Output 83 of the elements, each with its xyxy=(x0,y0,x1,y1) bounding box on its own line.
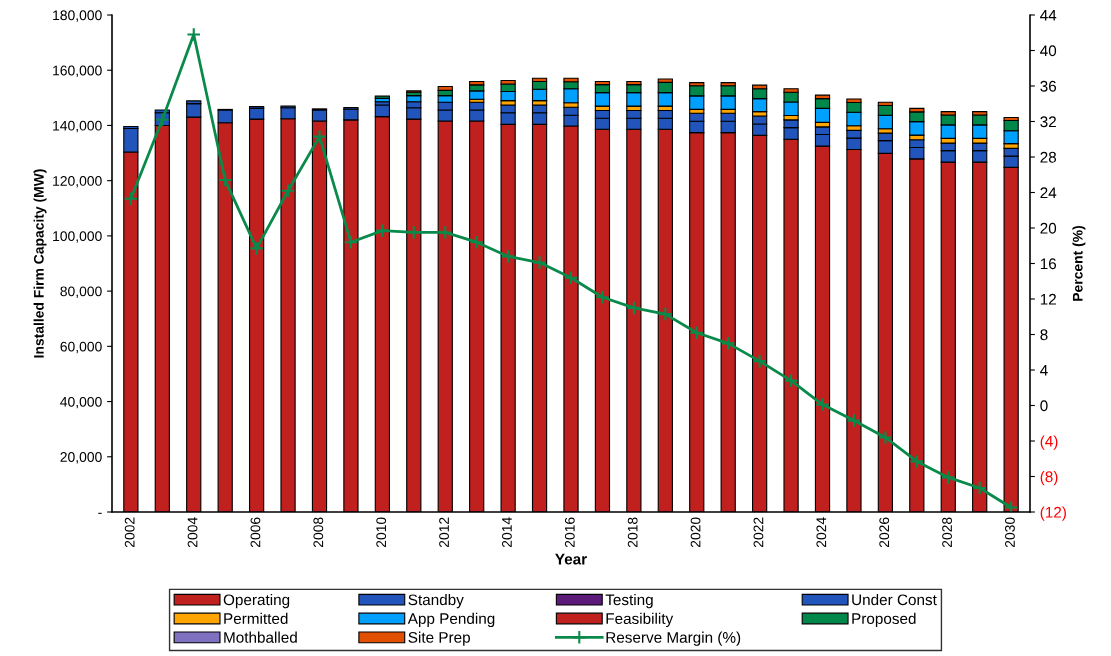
x-tick-label: 2008 xyxy=(313,517,324,548)
x-tick-label: 2024 xyxy=(816,517,827,548)
y2-tick-label: 40 xyxy=(1040,45,1057,57)
y-tick-label: 20,000 xyxy=(60,452,102,464)
y-tick-label: - xyxy=(98,512,102,514)
point xyxy=(563,270,579,285)
y2-tick-label: (4) xyxy=(1040,435,1058,450)
legend-label: Permitted xyxy=(224,612,288,625)
point xyxy=(217,172,233,188)
legend-label: Reserve Margin (%) xyxy=(606,631,741,646)
point xyxy=(312,129,327,144)
point xyxy=(846,413,862,428)
point xyxy=(658,306,673,322)
point xyxy=(469,234,484,250)
legend-label: Proposed xyxy=(852,612,916,628)
x-tick-label: 2028 xyxy=(942,517,952,548)
point xyxy=(186,27,202,42)
x-tick-label: 2002 xyxy=(124,517,135,548)
point xyxy=(909,454,925,469)
x-tick-label: 2030 xyxy=(1005,517,1015,548)
point xyxy=(783,373,799,388)
point xyxy=(1003,500,1019,512)
x-tick-label: 2018 xyxy=(627,517,638,548)
y-tick-label: 60,000 xyxy=(60,341,102,354)
y-tick-label: 140,000 xyxy=(53,120,102,133)
point xyxy=(689,325,705,341)
x-tick-label: 2010 xyxy=(376,517,387,548)
point xyxy=(720,336,736,351)
point xyxy=(437,225,453,240)
point xyxy=(815,397,830,412)
y2-tick-label: 12 xyxy=(1040,293,1056,305)
point xyxy=(406,225,422,240)
y-tick-label: 40,000 xyxy=(60,396,102,409)
legend-label: Mothballed xyxy=(224,631,297,643)
y2-tick-label: 8 xyxy=(1040,329,1048,341)
legend-label: Site Prep xyxy=(408,631,470,646)
y2-tick-label: (8) xyxy=(1040,470,1058,486)
y2-tick-label: 0 xyxy=(1040,400,1048,412)
point xyxy=(940,470,956,485)
point xyxy=(280,183,296,199)
x-tick-label: 2004 xyxy=(187,517,198,548)
y2-tick-label: 24 xyxy=(1040,187,1057,199)
point xyxy=(249,241,264,256)
y-tick-label: 100,000 xyxy=(53,231,102,243)
point xyxy=(123,191,139,206)
bar xyxy=(374,95,390,99)
x-tick-label: 2026 xyxy=(879,517,890,548)
x-tick-label: 2014 xyxy=(502,517,512,548)
y2-axis-title: Percent (%) xyxy=(1072,225,1086,301)
legend-label: Standby xyxy=(408,593,464,609)
point xyxy=(878,430,893,445)
y2-tick-label: 20 xyxy=(1040,222,1057,234)
x-tick-label: 2022 xyxy=(753,517,764,548)
y-tick-label: 120,000 xyxy=(53,176,102,188)
x-tick-label: 2012 xyxy=(439,517,449,548)
legend-label: Operating xyxy=(223,593,290,609)
point xyxy=(500,249,516,264)
x-tick-label: 2016 xyxy=(564,517,575,548)
y2-tick-label: 36 xyxy=(1040,80,1057,92)
y2-tick-label: 28 xyxy=(1040,151,1057,163)
x-tick-label: 2006 xyxy=(250,517,261,548)
y-tick-label: 160,000 xyxy=(53,65,102,78)
y2-tick-label: 44 xyxy=(1040,10,1057,21)
legend-label: Feasibility xyxy=(606,612,674,628)
point xyxy=(343,234,359,250)
legend-label: Under Const xyxy=(852,593,937,606)
legend-label: App Pending xyxy=(407,612,495,628)
point xyxy=(532,255,547,270)
point xyxy=(595,289,610,305)
y-axis-title: Installed Firm Capacity (MW) xyxy=(33,169,47,358)
y2-tick-label: 32 xyxy=(1040,116,1056,128)
y2-tick-label: (12) xyxy=(1040,506,1066,521)
point xyxy=(626,300,642,316)
point xyxy=(752,353,767,369)
x-axis-title: Year xyxy=(555,553,587,565)
point xyxy=(972,480,987,496)
point xyxy=(375,223,390,238)
y2-tick-label: 16 xyxy=(1040,258,1057,270)
y-tick-label: 80,000 xyxy=(60,286,102,298)
legend-label: Testing xyxy=(605,593,653,609)
x-tick-label: 2020 xyxy=(690,517,701,548)
y2-tick-label: 4 xyxy=(1040,365,1048,376)
y-tick-label: 180,000 xyxy=(53,10,102,22)
